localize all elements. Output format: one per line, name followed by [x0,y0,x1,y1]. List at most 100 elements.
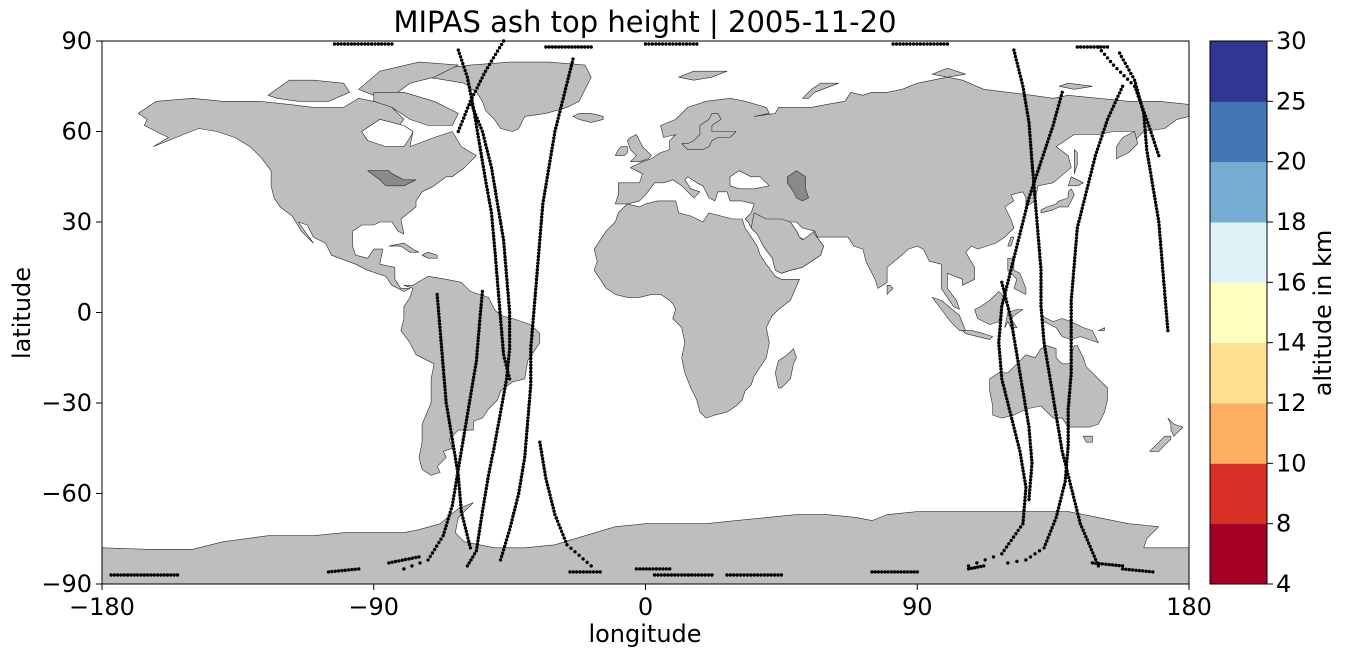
track-point [442,378,446,382]
track-point [463,526,468,530]
land-baffin-island [373,92,459,126]
track-point [998,324,1002,328]
track-point [1066,420,1070,424]
track-point [1042,546,1046,550]
track-point [493,251,497,255]
track-point [1006,307,1011,311]
track-point [1015,356,1020,360]
track-point [1029,153,1034,157]
track-point [1011,535,1016,539]
track-point [562,536,566,540]
track-point [481,503,486,507]
track-point [1147,124,1151,128]
track-point [487,198,491,202]
track-point [1007,406,1011,411]
track-point [483,139,487,144]
track-point [457,483,461,487]
track-point [1033,202,1038,207]
track-point [1025,202,1030,207]
track-point [482,496,487,501]
track-point [438,332,443,336]
track-point [1164,302,1168,306]
track-point [1073,256,1077,260]
track-point [1031,173,1035,177]
track-point [496,283,500,288]
track-point [652,573,657,577]
land-japan-hokkaido [1067,176,1084,187]
track-point [1028,484,1032,489]
track-point [1091,163,1095,168]
track-point [557,523,561,527]
track-point [1119,54,1124,59]
track-point [1074,236,1079,240]
track-point [1027,127,1032,131]
track-point [1021,389,1025,393]
track-point [1029,451,1033,456]
track-point [1097,144,1101,148]
track-point [502,356,507,360]
track-point [1083,193,1088,197]
track-point [469,558,473,562]
track-point [1073,252,1077,257]
track-point [472,375,476,379]
track-point [500,400,505,404]
track-point [537,241,542,246]
track-point [458,490,462,494]
track-point [438,328,442,333]
track-point [1022,505,1026,509]
track-point [483,69,488,73]
track-point [477,326,481,330]
track-point [1056,506,1061,510]
track-point [892,570,897,574]
track-point [681,42,685,46]
track-point [444,398,448,402]
track-point [145,573,150,577]
track-point [507,314,512,318]
track-point [470,385,474,389]
track-point [1056,103,1061,108]
track-point [1056,107,1060,111]
track-point [435,292,439,297]
track-point [1021,522,1025,526]
land-eurasia [614,76,1190,310]
track-point [1083,196,1087,201]
track-point [1144,141,1148,145]
track-point [1057,433,1062,437]
track-point [506,297,511,301]
track-point [532,300,537,305]
track-point [1069,315,1073,319]
track-point [1127,68,1131,72]
track-point [528,386,533,390]
track-point [1025,415,1030,419]
track-point [463,424,468,429]
track-point [1021,392,1026,396]
track-point [1085,45,1090,49]
track-point [496,423,500,427]
track-point [468,88,472,93]
track-point [1039,278,1043,282]
track-point [489,211,494,215]
track-point [512,508,517,512]
track-point [1155,210,1159,214]
track-point [494,195,499,199]
track-point [1157,153,1161,158]
track-point [502,245,506,249]
track-point [1054,413,1058,417]
track-point [1000,377,1004,381]
track-point [1054,113,1058,118]
track-point [1034,209,1038,213]
land-africa [593,200,800,419]
track-point [1061,486,1066,490]
track-point [1066,430,1070,434]
track-point [461,438,465,442]
track-point [1035,225,1040,230]
track-point [997,347,1001,351]
track-point [1147,161,1151,165]
track-point [918,42,922,46]
track-point [1009,413,1013,417]
track-point [1063,476,1068,480]
track-point [448,510,452,514]
track-point [1042,344,1047,348]
land-madagascar [774,348,797,389]
track-point [458,55,463,59]
